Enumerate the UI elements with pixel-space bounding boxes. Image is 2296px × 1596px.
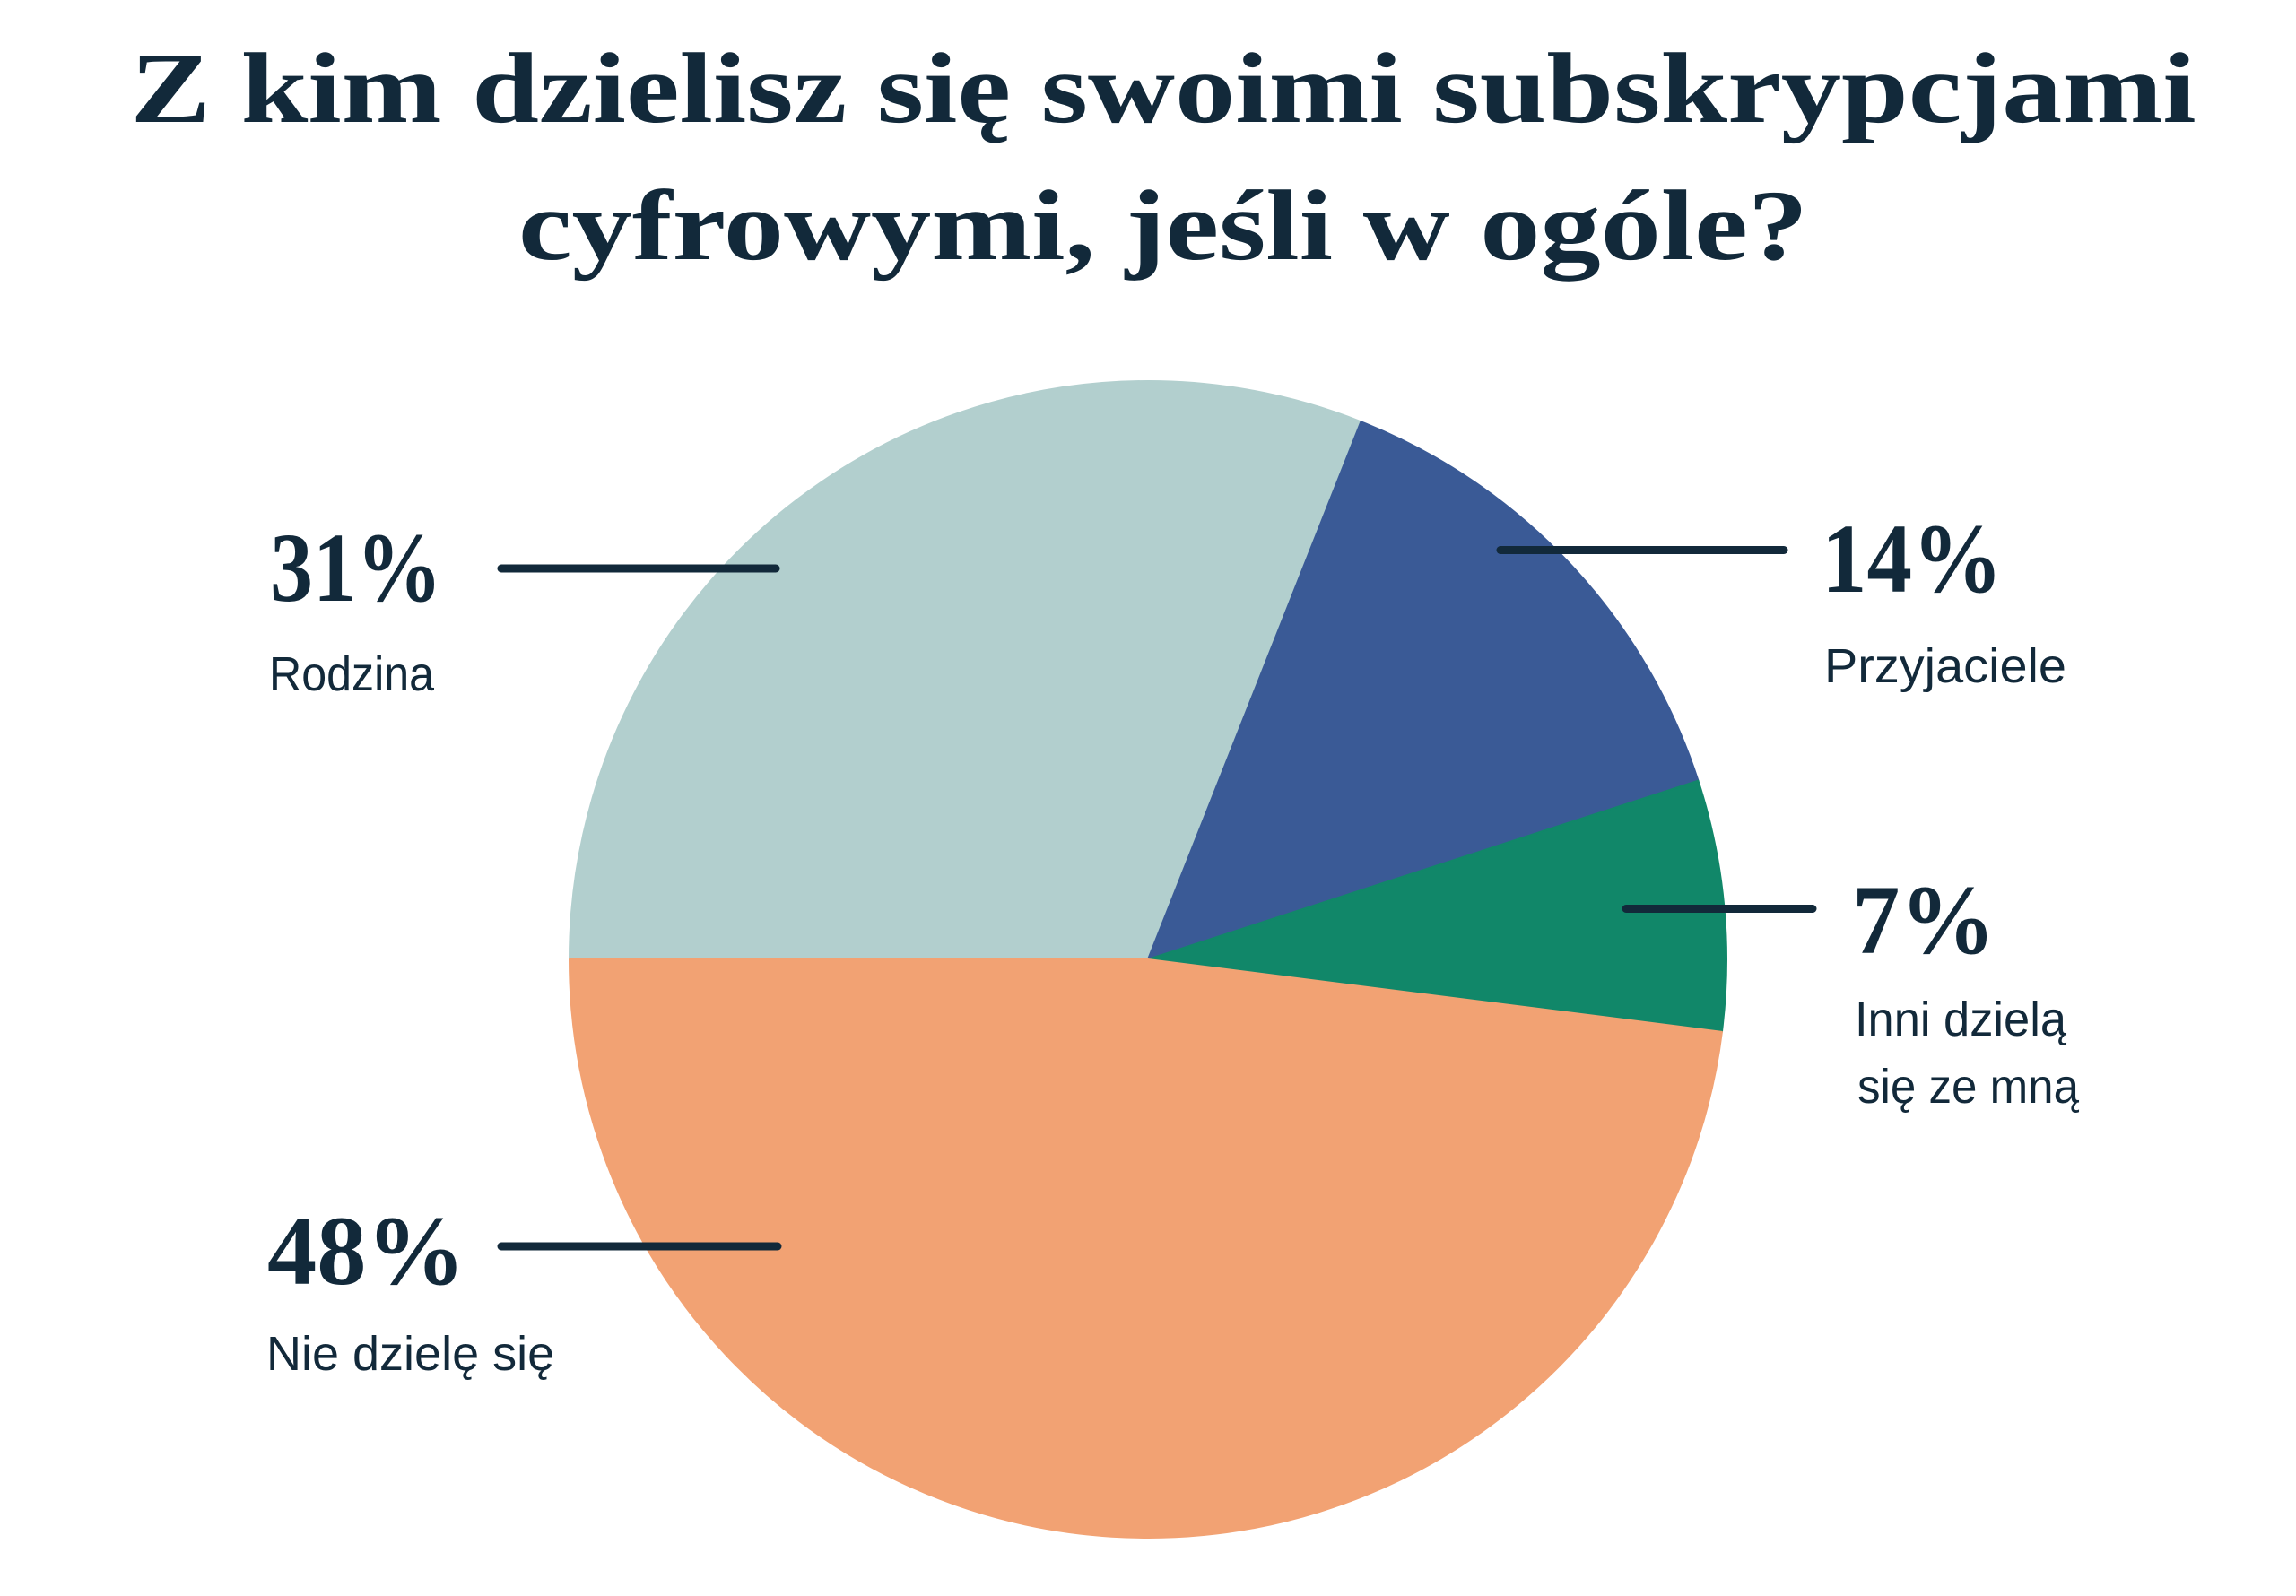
svg-text:14%: 14% bbox=[1822, 504, 2003, 613]
svg-text:31%: 31% bbox=[270, 513, 442, 622]
svg-text:48%: 48% bbox=[267, 1196, 465, 1305]
svg-text:Inni dzielą: Inni dzielą bbox=[1855, 993, 2067, 1046]
svg-text:7%: 7% bbox=[1852, 865, 1996, 975]
svg-text:Z kim dzielisz się swoimi subs: Z kim dzielisz się swoimi subskrypcjami bbox=[130, 32, 2196, 143]
svg-text:Przyjaciele: Przyjaciele bbox=[1824, 639, 2066, 693]
svg-text:cyfrowymi, jeśli w ogóle?: cyfrowymi, jeśli w ogóle? bbox=[518, 169, 1808, 281]
svg-text:Nie dzielę się: Nie dzielę się bbox=[266, 1327, 554, 1381]
svg-text:Rodzina: Rodzina bbox=[269, 647, 435, 701]
svg-text:się ze mną: się ze mną bbox=[1857, 1060, 2080, 1114]
